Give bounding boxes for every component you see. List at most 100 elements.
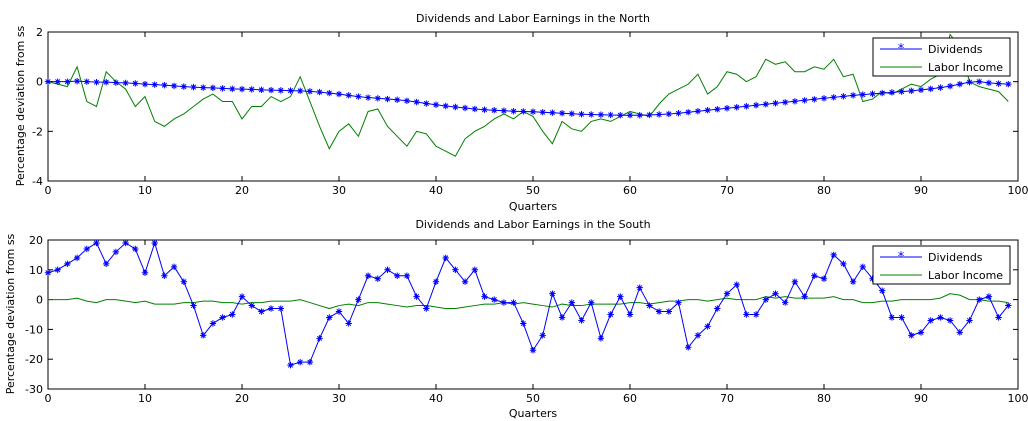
north-dividends-point: [103, 78, 110, 86]
south-legend-labor-label: Labor Income: [928, 269, 1003, 282]
north-axes-frame: [47, 31, 1019, 182]
north-dividends-point: [364, 94, 372, 101]
north-dividends-point: [772, 100, 779, 107]
north-xtick-label: 70: [720, 184, 734, 197]
south-dividends-point: [103, 260, 110, 268]
south-dividends-line: [47, 241, 1009, 366]
north-dividends-point: [190, 83, 197, 91]
north-dividends-point: [306, 88, 314, 95]
north-dividends-point: [132, 80, 139, 87]
north-dividends-point: [413, 98, 420, 106]
south-dividends-point: [529, 347, 537, 354]
north-dividends-point: [520, 108, 527, 115]
south-dividends-point: [549, 290, 556, 297]
north-dividends-point: [694, 108, 702, 115]
south-dividends-point: [316, 335, 323, 342]
north-dividends-point: [54, 78, 61, 85]
north-dividends-point: [840, 93, 847, 100]
south-dividends-point: [539, 332, 546, 339]
north-dividends-point: [248, 86, 255, 93]
south-xtick-label: 50: [526, 392, 540, 405]
south-dividends-point: [976, 296, 983, 303]
south-dividends-point: [209, 320, 217, 327]
south-ytick-label: -10: [25, 323, 43, 336]
north-xtick-label: 80: [817, 184, 831, 197]
south-dividends-point: [200, 332, 207, 339]
south-dividends-point: [190, 302, 197, 309]
south-dividends-point: [44, 269, 52, 276]
south-dividends-point: [898, 314, 905, 321]
south-dividends-point: [326, 314, 333, 321]
south-dividends-point: [714, 305, 721, 312]
south-dividends-point: [597, 335, 605, 342]
south-dividends-point: [277, 305, 284, 312]
north-dividends-point: [170, 82, 178, 90]
south-dividends-point: [908, 332, 915, 339]
north-dividends-point: [122, 79, 129, 87]
south-xtick-label: 0: [45, 392, 52, 405]
south-dividends-point: [636, 284, 643, 291]
south-dividends-point: [1005, 302, 1012, 309]
south-dividends-point: [520, 320, 527, 327]
south-dividends-point: [73, 254, 81, 262]
south-dividends-point: [161, 272, 168, 279]
south-dividends-point: [83, 245, 90, 253]
south-dividends-point: [500, 299, 508, 306]
north-dividends-point: [908, 87, 915, 95]
south-dividends-point: [481, 293, 488, 300]
south-dividends-point: [432, 278, 440, 285]
south-ytick-label: -20: [25, 353, 43, 366]
north-dividends-point: [549, 109, 556, 116]
south-dividends-point: [791, 278, 799, 285]
south-dividends-point: [646, 302, 653, 309]
north-dividends-point: [568, 110, 575, 117]
south-dividends-point: [811, 272, 818, 279]
north-dividends-point: [723, 105, 731, 112]
south-dividends-point: [752, 311, 760, 318]
south-dividends-point: [830, 251, 837, 259]
north-dividends-point: [258, 86, 265, 94]
north-xtick-label: 90: [914, 184, 928, 197]
north-xtick-label: 10: [138, 184, 152, 197]
north-dividends-point: [801, 97, 808, 104]
north-dividends-point: [442, 102, 449, 110]
south-xtick-label: 90: [914, 392, 928, 405]
north-dividends-point: [141, 80, 149, 88]
north-dividends-point: [180, 83, 187, 90]
south-dividends-point: [685, 344, 692, 351]
south-xtick-label: 80: [817, 392, 831, 405]
south-xtick-label: 30: [332, 392, 346, 405]
north-dividends-point: [112, 79, 120, 86]
north-dividends-point: [655, 111, 663, 118]
north-dividends-line: [48, 80, 1009, 116]
north-dividends-point: [93, 78, 100, 86]
south-dividends-point: [461, 278, 469, 285]
south-xtick-label: 40: [429, 392, 443, 405]
north-dividends-point: [675, 110, 682, 117]
south-dividends-point: [704, 323, 711, 330]
north-ytick-label: 0: [36, 76, 43, 89]
north-dividends-point: [762, 101, 769, 108]
north-dividends-point: [229, 85, 236, 93]
south-dividends-point: [568, 299, 575, 306]
south-dividends-point: [937, 314, 944, 321]
north-dividends-point: [733, 104, 740, 111]
south-dividends-point: [772, 290, 779, 297]
south-dividends-point: [364, 272, 372, 279]
north-panel: Dividends and Labor Earnings in the Nort…: [14, 12, 1028, 213]
south-dividends-point: [394, 272, 401, 279]
north-dividends-point: [626, 111, 634, 119]
north-dividends-point: [646, 111, 653, 119]
north-dividends-point: [432, 101, 440, 108]
north-dividends-point: [287, 87, 294, 94]
north-dividends-point: [267, 86, 275, 94]
north-dividends-point: [238, 85, 246, 93]
north-dividends-point: [704, 107, 711, 114]
south-dividends-point: [956, 329, 963, 336]
south-dividends-point: [248, 302, 255, 309]
south-dividends-point: [151, 239, 158, 247]
north-dividends-point: [151, 81, 158, 88]
north-series: [44, 33, 1012, 157]
south-axes-frame: [47, 239, 1019, 390]
north-legend: * Dividends Labor Income: [872, 37, 1011, 77]
